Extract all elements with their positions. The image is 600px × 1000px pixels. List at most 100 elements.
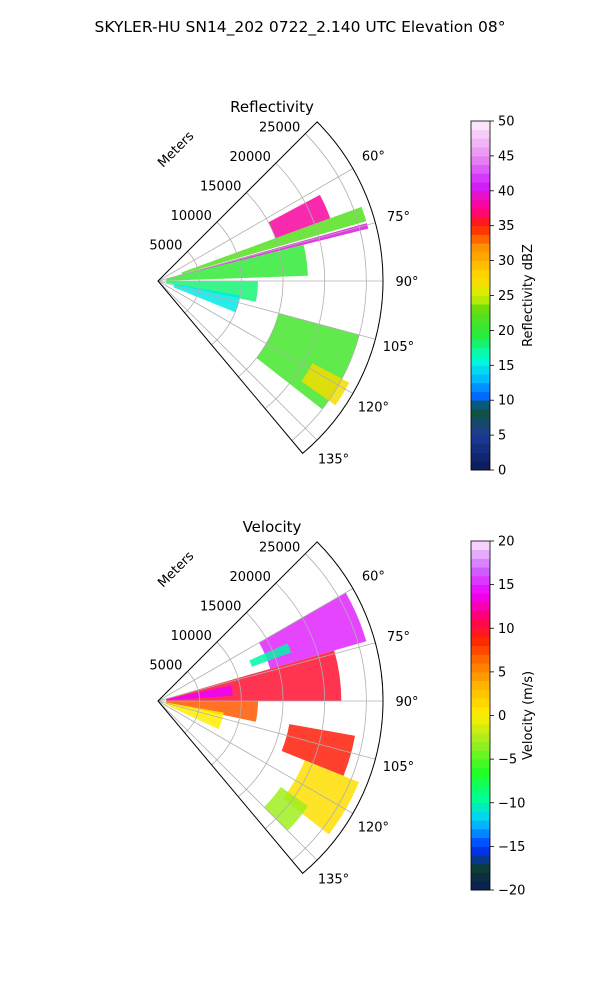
reflectivity-echo-region	[181, 206, 367, 275]
reflectivity-colorbar-segment	[471, 286, 490, 296]
velocity-colorbar-segment	[471, 593, 490, 603]
velocity-grid	[157, 553, 383, 861]
velocity-colorbar-segment	[471, 794, 490, 804]
velocity-azimuth-spoke	[157, 588, 354, 702]
reflectivity-colorbar-segment	[471, 400, 490, 410]
velocity-colorbar-segment	[471, 855, 490, 865]
reflectivity-panel: 5000 10000 15000 20000 25000 60° 75° 90° 105° 12…	[149, 98, 536, 479]
reflectivity-colorbar-segment	[471, 147, 490, 157]
reflectivity-colorbar-segment	[471, 190, 490, 200]
reflectivity-colorbar-segment	[471, 251, 490, 262]
velocity-colorbar-tick-label: −15	[498, 840, 525, 855]
velocity-colorbar-segment	[471, 820, 490, 830]
velocity-colorbar-segment	[471, 759, 490, 769]
velocity-range-axis-label: Meters	[155, 549, 197, 591]
reflectivity-colorbar-segment	[471, 356, 490, 366]
velocity-colorbar-segment	[471, 558, 490, 568]
velocity-colorbar-segment	[471, 846, 490, 856]
reflectivity-colorbar-tick-label: 5	[498, 429, 506, 444]
velocity-echo-region	[165, 702, 224, 730]
velocity-range-tick-label: 10000	[171, 629, 212, 644]
reflectivity-colorbar-segment	[471, 208, 490, 218]
velocity-colorbar-tick-label: 5	[498, 665, 506, 680]
velocity-range-ring	[184, 671, 201, 734]
velocity-azimuth-tick-labels: 60° 75° 90° 105° 120° 135°	[318, 570, 419, 888]
reflectivity-colorbar-segment	[471, 365, 490, 375]
reflectivity-azimuth-spoke	[157, 280, 354, 394]
reflectivity-range-tick-label: 5000	[149, 239, 182, 254]
reflectivity-colorbar-tick-label: 40	[498, 184, 515, 199]
reflectivity-colorbar-tick-label: 0	[498, 464, 506, 479]
reflectivity-colorbar-tick-label: 45	[498, 149, 515, 164]
velocity-axes-frame	[157, 541, 384, 875]
velocity-colorbar: −20 −15 −10 −5 0 5 10 15 20	[470, 535, 525, 899]
velocity-colorbar-segment	[471, 706, 490, 716]
reflectivity-colorbar-segment	[471, 216, 490, 227]
velocity-azimuth-tick-label: 90°	[395, 695, 418, 710]
velocity-range-ring	[264, 582, 326, 829]
velocity-azimuth-spoke	[157, 700, 376, 760]
velocity-colorbar-segment	[471, 567, 490, 577]
velocity-colorbar-segment	[471, 602, 490, 612]
velocity-colorbar-segment	[471, 715, 490, 725]
reflectivity-colorbar-segment	[471, 382, 490, 392]
velocity-colorbar-segment	[471, 636, 490, 647]
velocity-colorbar-segment	[471, 828, 490, 839]
reflectivity-colorbar-segment	[471, 452, 490, 462]
velocity-colorbar-segment	[471, 698, 490, 708]
reflectivity-colorbar-segment	[471, 278, 490, 288]
velocity-colorbar-segment	[471, 863, 490, 873]
reflectivity-colorbar-segment	[471, 312, 490, 323]
reflectivity-colorbar-tick-label: 10	[498, 394, 515, 409]
reflectivity-colorbar-segment	[471, 295, 490, 305]
reflectivity-azimuth-tick-labels: 60° 75° 90° 105° 120° 135°	[318, 150, 419, 468]
velocity-range-tick-label: 5000	[149, 659, 182, 674]
velocity-colorbar-segment	[471, 724, 490, 734]
reflectivity-range-ring	[291, 133, 367, 441]
velocity-azimuth-spoke	[157, 642, 376, 702]
reflectivity-colorbar-segment	[471, 260, 490, 270]
velocity-colorbar-tick-label: −20	[498, 884, 525, 899]
reflectivity-colorbar-segment	[471, 155, 490, 166]
velocity-colorbar-tick-label: −10	[498, 796, 525, 811]
reflectivity-range-tick-label: 20000	[229, 150, 270, 165]
figure-title: SKYLER-HU SN14_202 0722_2.140 UTC Elevat…	[95, 18, 506, 37]
velocity-azimuth-spoke	[157, 700, 354, 814]
velocity-colorbar-segment	[471, 776, 490, 786]
reflectivity-azimuth-tick-label: 60°	[362, 150, 385, 165]
reflectivity-colorbar-tick-label: 20	[498, 324, 515, 339]
velocity-azimuth-tick-label: 60°	[362, 570, 385, 585]
reflectivity-colorbar-segment	[471, 225, 490, 235]
velocity-echo-region	[249, 643, 292, 667]
velocity-range-tick-label: 25000	[259, 541, 300, 556]
reflectivity-azimuth-tick-label: 105°	[383, 340, 414, 355]
velocity-colorbar-segment	[471, 811, 490, 821]
reflectivity-colorbar-segment	[471, 138, 490, 148]
reflectivity-title: Reflectivity	[230, 98, 314, 116]
reflectivity-azimuth-spoke	[157, 280, 318, 441]
reflectivity-echo-region	[301, 363, 350, 406]
reflectivity-range-tick-label: 10000	[171, 209, 212, 224]
velocity-colorbar-segment	[471, 549, 490, 559]
reflectivity-colorbar-tick-label: 25	[498, 289, 515, 304]
reflectivity-colorbar-segment	[471, 435, 490, 445]
reflectivity-echo-region	[166, 244, 308, 281]
velocity-colorbar-segment	[471, 741, 490, 751]
velocity-colorbar-segment	[471, 689, 490, 699]
velocity-colorbar-tick-label: 15	[498, 578, 515, 593]
reflectivity-colorbar-segment	[471, 374, 490, 384]
velocity-title: Velocity	[243, 518, 302, 536]
velocity-colorbar-segment	[471, 610, 490, 620]
velocity-colorbar-segment	[471, 837, 490, 847]
reflectivity-azimuth-spoke	[157, 280, 376, 340]
velocity-panel: 5000 10000 15000 20000 25000 60° 75° 90° 105° 12…	[149, 518, 536, 899]
velocity-colorbar-segment	[471, 663, 490, 673]
velocity-range-tick-label: 15000	[200, 600, 241, 615]
velocity-echo-region	[166, 685, 233, 701]
velocity-colorbar-tick-label: 0	[498, 709, 506, 724]
velocity-colorbar-segment	[471, 750, 490, 760]
reflectivity-colorbar-segment	[471, 339, 490, 349]
reflectivity-range-ring	[184, 251, 201, 314]
reflectivity-colorbar-label: Reflectivity dBZ	[521, 244, 536, 347]
reflectivity-sector-outline	[157, 121, 384, 455]
